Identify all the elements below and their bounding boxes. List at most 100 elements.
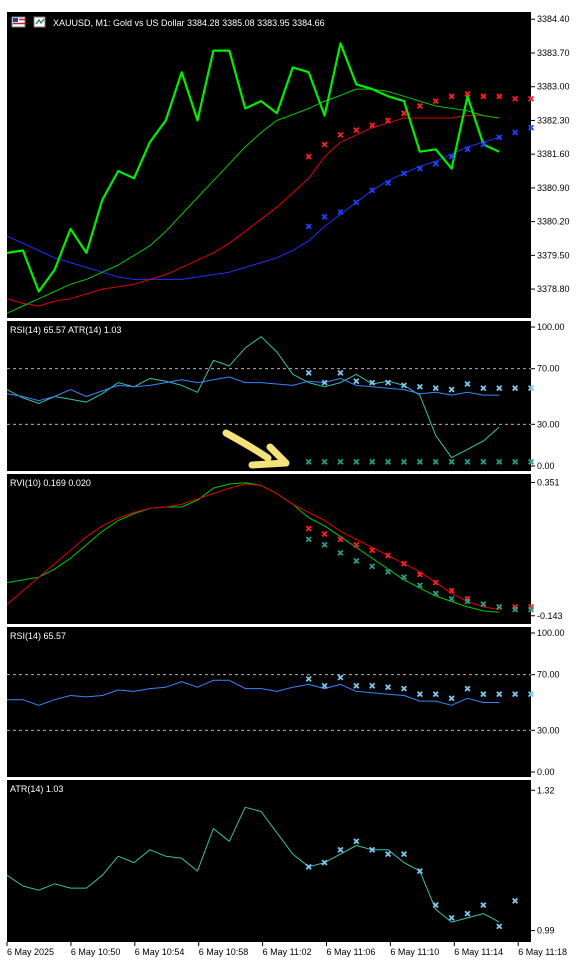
rvi-main-line [6, 482, 500, 613]
rsi-cyan-mark-stroke [353, 682, 360, 689]
atr-label: ATR(14) 1.03 [10, 784, 63, 794]
atr-cyan-mark [369, 846, 376, 853]
rsi-cyan-mark-stroke [321, 682, 328, 689]
price-blue-mark [353, 199, 360, 206]
rsi-atr-teal-mark [385, 458, 392, 465]
price-red-mark [448, 93, 455, 100]
rsi-atr-cyan-mark [305, 369, 312, 376]
price-tick-label: 3384.40 [537, 14, 570, 24]
atr-cyan-mark-stroke [400, 851, 408, 858]
price-red-mark [432, 98, 439, 105]
price-red-mark-stroke [321, 141, 328, 148]
rsi-atr-teal-mark [305, 458, 312, 465]
flag-icon[interactable] [11, 16, 26, 28]
time-tick-label: 6 May 11:18 [518, 947, 567, 957]
mid-ma-line [6, 115, 500, 307]
time-tick-label: 6 May 11:06 [327, 947, 376, 957]
rvi-red-mark [400, 560, 408, 567]
price-blue-mark-stroke [385, 180, 392, 187]
chart-header: XAUUSD, M1: Gold vs US Dollar 3384.28 33… [11, 16, 325, 28]
rsi-atr-label: RSI(14) 65.57 ATR(14) 1.03 [10, 325, 121, 335]
atr-tick-label: 0.99 [537, 926, 555, 936]
time-tick-label: 6 May 11:14 [454, 947, 503, 957]
rsi-panel-bg[interactable] [7, 627, 531, 777]
rsi-cyan-mark [448, 695, 455, 702]
atr-cyan-mark-stroke [432, 902, 439, 909]
rvi-teal-mark-stroke [416, 582, 423, 589]
rsi-atr-cyan-mark-stroke [512, 385, 519, 392]
price-blue-mark [400, 170, 408, 177]
rvi-red-mark-stroke [432, 579, 439, 586]
atr-cyan-mark [305, 863, 312, 870]
rvi-red-mark [432, 579, 439, 586]
rvi-teal-mark [496, 603, 503, 610]
rsi-atr-cyan-mark [385, 379, 392, 386]
rvi-teal-mark-stroke [448, 595, 455, 602]
rvi-red-mark-stroke [337, 536, 344, 543]
price-panel-bg[interactable] [7, 12, 531, 318]
rsi-atr-cyan-mark-stroke [416, 383, 423, 390]
price-tick-label: 3383.70 [537, 48, 570, 58]
price-red-mark [305, 153, 312, 160]
rvi-teal-mark-stroke [385, 568, 392, 575]
axis-layer: 3384.40 3383.70 3383.00 3382.30 3381.60 3380.… [6, 14, 570, 957]
rvi-teal-mark [448, 595, 455, 602]
rsi-atr-cyan-mark [321, 379, 328, 386]
price-blue-mark-stroke [337, 208, 344, 216]
price-blue-mark [337, 208, 344, 216]
price-red-mark [512, 95, 519, 102]
price-red-mark-stroke [337, 131, 344, 138]
rsi-cyan-mark [385, 684, 392, 691]
rsi-atr-cyan-mark [448, 386, 455, 393]
atr-panel-bg[interactable] [7, 780, 531, 942]
rsi-atr-teal-mark-stroke [480, 458, 487, 465]
rsi-atr-teal-mark [496, 458, 503, 465]
rsi-cyan-mark-stroke [369, 682, 376, 689]
price-blue-mark-stroke [400, 170, 408, 177]
rvi-teal-mark [337, 549, 344, 556]
rsi-atr-cyan-mark-stroke [385, 379, 392, 386]
price-tick-label: 3379.50 [537, 250, 570, 260]
rvi-teal-mark [353, 557, 360, 565]
rsi-cyan-mark [353, 682, 360, 689]
rsi-atr-teal-mark [353, 458, 360, 465]
price-red-mark [369, 122, 376, 129]
rvi-teal-mark [369, 563, 376, 570]
rsi-cyan-mark-stroke [432, 691, 439, 698]
rsi-atr-cyan-mark [416, 383, 423, 390]
rvi-teal-mark-stroke [337, 549, 344, 556]
price-red-mark [416, 102, 423, 110]
price-red-mark [400, 110, 408, 117]
rvi-teal-mark [400, 574, 408, 581]
atr-cyan-mark [400, 851, 408, 858]
rvi-teal-mark [527, 606, 535, 613]
chart-mode-icon[interactable] [33, 16, 46, 28]
price-red-mark-stroke [480, 93, 487, 100]
price-red-mark [480, 93, 487, 100]
price-tick-label: 3380.90 [537, 183, 570, 193]
atr-cyan-mark-stroke [448, 914, 455, 921]
rsi-cyan-mark-stroke [337, 674, 344, 681]
rsi-cyan-mark [496, 691, 503, 698]
rsi-label: RSI(14) 65.57 [10, 631, 66, 641]
rvi-teal-mark-stroke [321, 541, 328, 548]
price-red-mark [337, 131, 344, 138]
rvi-teal-mark-stroke [512, 606, 519, 613]
price-tick-label: 3380.20 [537, 217, 570, 227]
atr-cyan-mark-stroke [496, 923, 503, 930]
slow-ma-line [6, 88, 500, 314]
rsi-cyan-mark-stroke [512, 691, 519, 698]
price-red-mark [353, 127, 360, 134]
rsi-atr-teal-mark [321, 458, 328, 465]
price-red-mark [496, 93, 503, 100]
price-red-mark-stroke [416, 102, 423, 110]
price-red-mark-stroke [385, 117, 392, 124]
rvi-teal-mark [512, 606, 519, 613]
rsi-atr-teal-mark-stroke [448, 458, 455, 465]
rvi-red-mark [305, 525, 312, 532]
price-blue-mark-stroke [496, 134, 503, 141]
price-tick-label: 3383.00 [537, 82, 570, 92]
rsi-atr-tick-label: 100.00 [537, 322, 565, 332]
atr-cyan-mark [416, 868, 423, 875]
